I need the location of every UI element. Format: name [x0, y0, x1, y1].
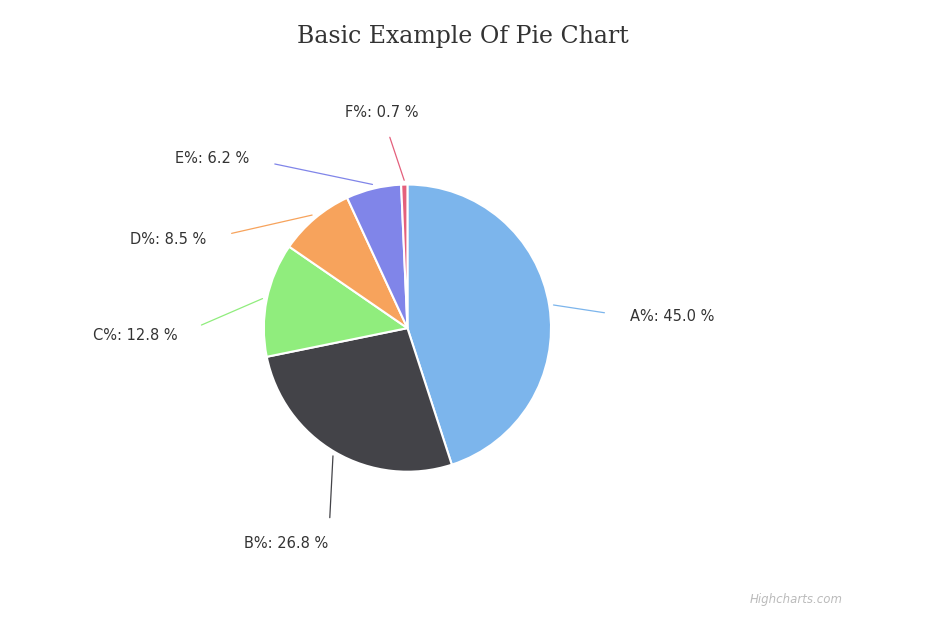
Text: E%: 6.2 %: E%: 6.2 % — [175, 151, 249, 166]
Wedge shape — [347, 184, 407, 328]
Wedge shape — [264, 247, 407, 357]
Text: A%: 45.0 %: A%: 45.0 % — [630, 309, 714, 324]
Wedge shape — [289, 198, 407, 328]
Text: Basic Example Of Pie Chart: Basic Example Of Pie Chart — [297, 25, 629, 48]
Wedge shape — [401, 184, 407, 328]
Text: D%: 8.5 %: D%: 8.5 % — [131, 232, 206, 247]
Wedge shape — [267, 328, 452, 472]
Text: B%: 26.8 %: B%: 26.8 % — [244, 536, 329, 551]
Wedge shape — [407, 184, 551, 464]
Text: C%: 12.8 %: C%: 12.8 % — [94, 328, 178, 342]
Text: Highcharts.com: Highcharts.com — [750, 593, 843, 606]
Text: F%: 0.7 %: F%: 0.7 % — [344, 105, 419, 120]
